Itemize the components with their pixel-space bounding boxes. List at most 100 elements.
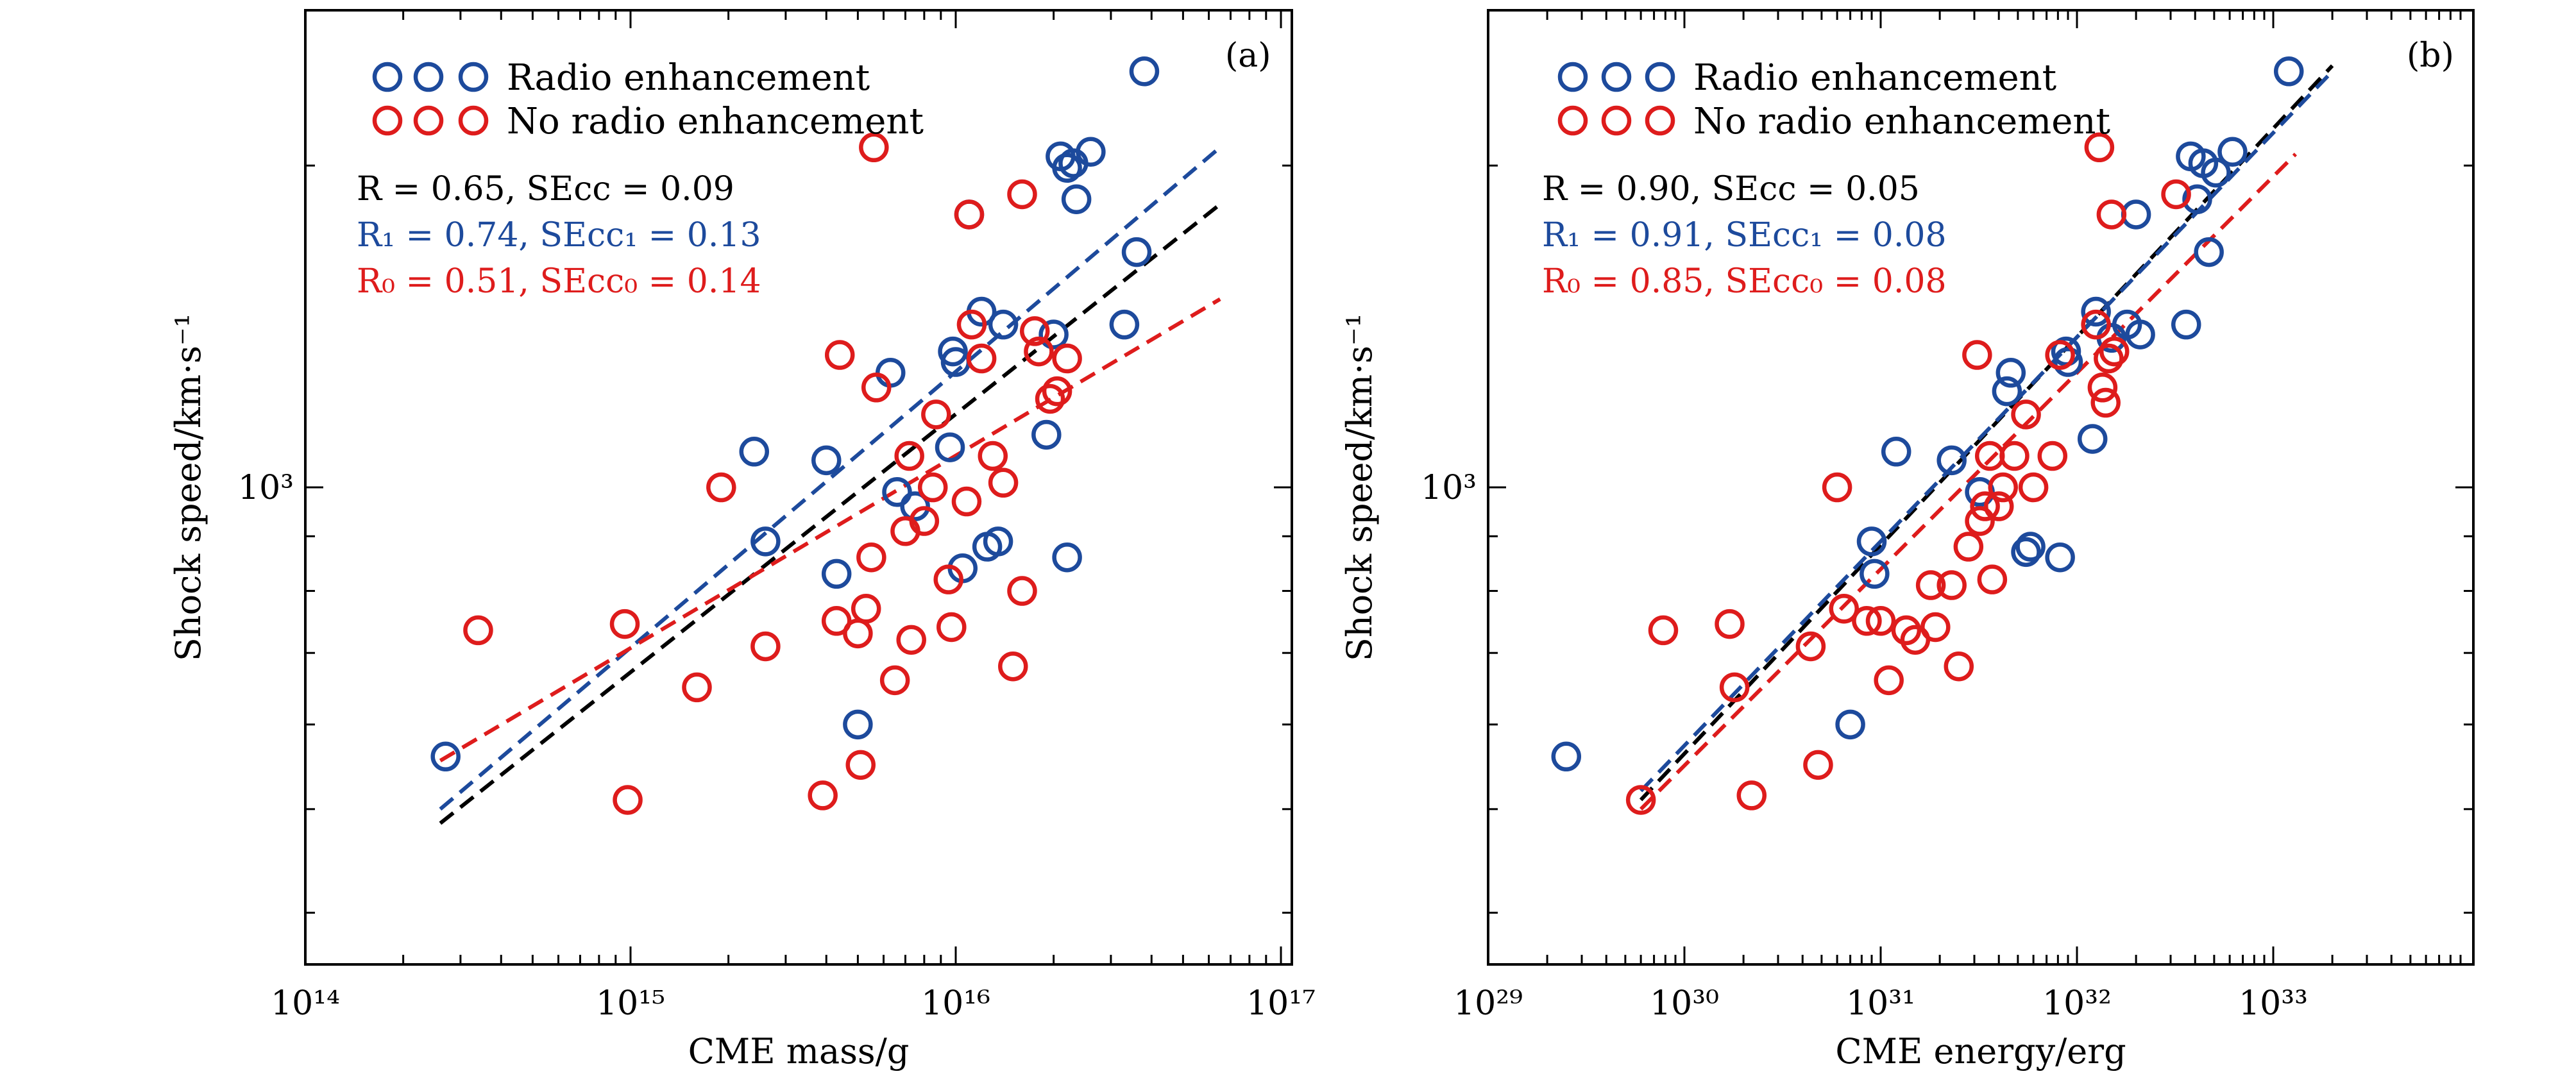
x-tick-label: 10³¹ bbox=[1846, 984, 1915, 1023]
panel-a-stat-radio: R₁ = 0.74, SEcc₁ = 0.13 bbox=[357, 216, 761, 255]
no-radio-point bbox=[861, 373, 892, 403]
no-radio-point bbox=[1719, 672, 1750, 703]
panel-a-fit-lines bbox=[439, 146, 1222, 825]
radio-point bbox=[2077, 424, 2108, 454]
panel-b-label: (b) bbox=[2407, 37, 2454, 75]
radio-point bbox=[2121, 199, 2151, 230]
no-radio-point bbox=[851, 593, 881, 624]
panel-a-stats: R = 0.65, SEcc = 0.09 R₁ = 0.74, SEcc₁ =… bbox=[357, 170, 761, 301]
y-tick-label: 10³ bbox=[1421, 469, 1477, 507]
radio-point bbox=[2053, 347, 2083, 377]
no-radio-point bbox=[2099, 336, 2130, 367]
no-radio-point bbox=[1965, 506, 1995, 536]
no-radio-point bbox=[2011, 399, 2041, 430]
no-radio-point bbox=[2045, 340, 2075, 370]
no-radio-point bbox=[706, 472, 736, 503]
radio-point bbox=[1936, 445, 1967, 476]
legend-radio-marker bbox=[458, 62, 489, 92]
panel-a: 10¹⁴ 10¹⁵ 10¹⁶ 10¹⁷ 10³ (a) Radio enhancemen… bbox=[168, 9, 1316, 1072]
legend-no-radio-marker bbox=[1645, 105, 1675, 136]
no-radio-point bbox=[933, 564, 963, 594]
radio-point bbox=[2125, 319, 2155, 349]
fit-line-radio bbox=[439, 146, 1222, 811]
radio-point bbox=[1129, 56, 1160, 87]
no-radio-point bbox=[821, 606, 852, 636]
no-radio-point bbox=[1052, 343, 1082, 374]
no-radio-point bbox=[1715, 609, 1745, 639]
x-tick-label: 10³³ bbox=[2239, 984, 2308, 1023]
no-radio-point bbox=[2090, 387, 2121, 418]
radio-point bbox=[2015, 532, 2046, 562]
no-radio-point bbox=[2096, 199, 2127, 230]
radio-point bbox=[1121, 237, 1152, 267]
legend-no-radio-label: No radio enhancement bbox=[1693, 101, 2110, 142]
no-radio-point bbox=[1625, 785, 1656, 815]
panel-a-stat-no-radio: R₀ = 0.51, SEcc₀ = 0.14 bbox=[357, 262, 761, 301]
panel-b-plot-frame bbox=[1487, 9, 2475, 966]
legend-radio-marker bbox=[1645, 62, 1675, 92]
y-tick-label: 10³ bbox=[238, 469, 294, 507]
no-radio-point bbox=[1829, 593, 1860, 624]
x-tick-label: 10¹⁷ bbox=[1246, 984, 1316, 1023]
x-tick-label: 10³² bbox=[2042, 984, 2112, 1023]
no-radio-point bbox=[859, 132, 889, 163]
legend-no-radio-marker bbox=[413, 105, 444, 136]
fit-line-no_radio bbox=[1639, 153, 2297, 811]
panel-b-stat-all: R = 0.90, SEcc = 0.05 bbox=[1542, 170, 1920, 208]
no-radio-point bbox=[2161, 179, 2191, 210]
radio-point bbox=[1860, 559, 1890, 589]
no-radio-point bbox=[463, 615, 493, 646]
panel-b-points bbox=[1551, 56, 2304, 815]
fit-line-all bbox=[1639, 64, 2334, 802]
radio-point bbox=[1881, 437, 1911, 467]
no-radio-point bbox=[843, 618, 873, 649]
legend-no-radio-marker bbox=[1557, 105, 1588, 136]
panel-b-y-axis-title: Shock speed/km·s⁻¹ bbox=[1339, 314, 1380, 661]
no-radio-point bbox=[845, 750, 876, 780]
panel-b-x-axis-title: CME energy/erg bbox=[1835, 1031, 2126, 1072]
no-radio-point bbox=[1944, 651, 1974, 682]
no-radio-point bbox=[1865, 606, 1896, 636]
no-radio-point bbox=[879, 665, 910, 696]
radio-point bbox=[900, 491, 930, 521]
no-radio-point bbox=[1042, 376, 1072, 407]
radio-point bbox=[2201, 157, 2231, 188]
radio-point bbox=[2182, 184, 2212, 214]
panel-b: 10²⁹ 10³⁰ 10³¹ 10³² 10³³ 10³ (b) Radio enhanc… bbox=[1339, 9, 2475, 1072]
no-radio-point bbox=[2018, 472, 2049, 503]
no-radio-point bbox=[1936, 570, 1967, 600]
radio-point bbox=[2194, 237, 2224, 267]
radio-point bbox=[2081, 296, 2111, 327]
radio-point bbox=[1551, 741, 1582, 772]
no-radio-point bbox=[1852, 606, 1882, 636]
legend-radio-marker bbox=[1557, 62, 1588, 92]
radio-point bbox=[1996, 358, 2026, 388]
radio-point bbox=[2045, 542, 2075, 573]
fit-line-radio bbox=[1639, 70, 2334, 793]
no-radio-point bbox=[1999, 441, 2029, 471]
panel-b-fit-lines bbox=[1639, 64, 2334, 811]
no-radio-point bbox=[909, 506, 940, 536]
no-radio-point bbox=[956, 309, 987, 340]
radio-point bbox=[1109, 309, 1140, 340]
radio-point bbox=[1052, 153, 1082, 183]
no-radio-point bbox=[2081, 309, 2111, 340]
no-radio-point bbox=[1974, 441, 2005, 471]
no-radio-point bbox=[856, 542, 886, 573]
radio-point bbox=[2011, 537, 2041, 567]
legend-radio-label: Radio enhancement bbox=[507, 57, 870, 99]
radio-point bbox=[1061, 184, 1092, 214]
legend-radio-marker bbox=[372, 62, 403, 92]
no-radio-point bbox=[750, 631, 781, 662]
no-radio-point bbox=[609, 609, 640, 639]
panel-a-points bbox=[430, 56, 1160, 815]
fit-line-no_radio bbox=[439, 297, 1221, 762]
radio-point bbox=[1835, 709, 1865, 740]
radio-point bbox=[1052, 542, 1082, 573]
fit-line-all bbox=[439, 203, 1222, 825]
no-radio-point bbox=[978, 441, 1008, 471]
panel-a-plot-frame bbox=[304, 9, 1293, 966]
no-radio-point bbox=[1024, 336, 1054, 367]
no-radio-point bbox=[1019, 316, 1050, 346]
